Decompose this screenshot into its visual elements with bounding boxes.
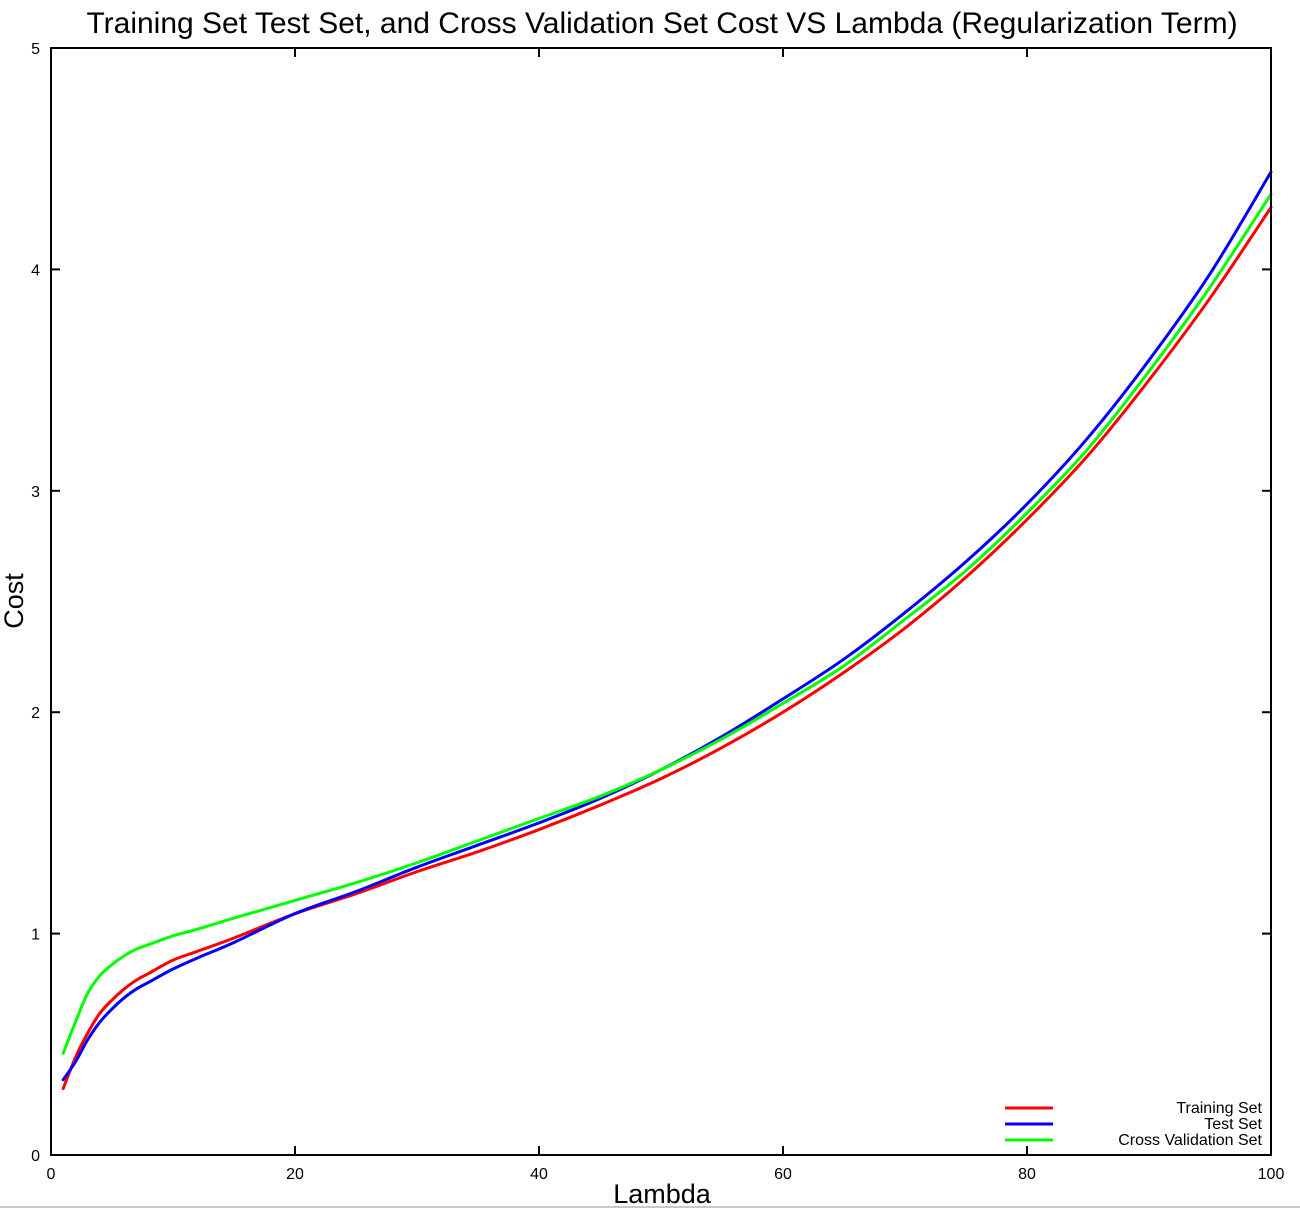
x-tick-label: 0 — [47, 1166, 56, 1183]
x-axis-title: Lambda — [613, 1179, 712, 1208]
series-line-cross-validation-set — [61, 192, 1273, 1055]
plot-series — [61, 170, 1273, 1091]
plot-frame — [50, 47, 1272, 1156]
series-line-test-set — [61, 170, 1273, 1082]
x-tick-label: 40 — [530, 1166, 548, 1183]
x-tick-label: 20 — [286, 1166, 304, 1183]
window-bottom-border — [0, 1206, 1300, 1208]
x-tick-label: 80 — [1018, 1166, 1036, 1183]
y-tick-label: 0 — [31, 1148, 40, 1165]
x-tick-label: 100 — [1258, 1166, 1285, 1183]
x-tick-label: 60 — [774, 1166, 792, 1183]
chart-title: Training Set Test Set, and Cross Validat… — [86, 7, 1237, 40]
y-tick-label: 5 — [31, 41, 40, 58]
legend-label: Test Set — [1204, 1116, 1262, 1133]
y-tick-label: 4 — [31, 262, 40, 279]
legend-label: Cross Validation Set — [1118, 1132, 1262, 1149]
y-tick-label: 3 — [31, 484, 40, 501]
series-line-training-set — [61, 205, 1273, 1091]
axis-ticks: 0 20 40 60 80 100 0 1 2 3 4 5 — [31, 41, 1284, 1183]
y-axis-title: Cost — [0, 573, 29, 629]
y-tick-label: 2 — [31, 705, 40, 722]
y-tick-label: 1 — [31, 927, 40, 944]
legend-label: Training Set — [1176, 1100, 1262, 1117]
